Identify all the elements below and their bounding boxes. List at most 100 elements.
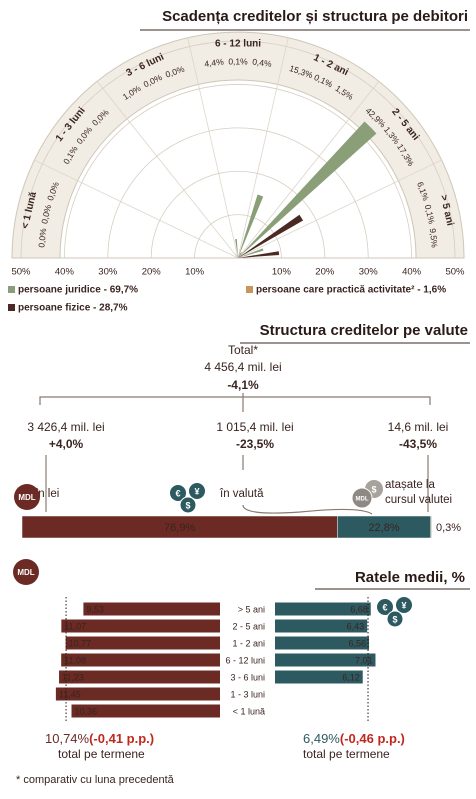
- legend-swatch: [246, 286, 253, 293]
- grid-line: [20, 40, 456, 259]
- series-label: în lei: [34, 488, 59, 500]
- bar: [83, 602, 220, 616]
- category-label: 2 - 5 ani: [232, 621, 265, 631]
- value-label: 6,43: [347, 621, 365, 631]
- bar: [55, 687, 221, 701]
- category-label: 6 - 12 luni: [225, 655, 265, 665]
- sector-divider: [34, 159, 239, 259]
- label-line: atașate la: [385, 479, 438, 491]
- value-label: 0,0%: [39, 203, 53, 225]
- wedge: [238, 252, 242, 258]
- r-tick-label: 30%: [98, 267, 118, 278]
- value-label: 0,3%: [436, 522, 461, 534]
- value-label: 10,77: [69, 638, 92, 648]
- r-tick-label: 40%: [55, 267, 75, 278]
- bar: [61, 619, 220, 633]
- total-change: (-0,46 p.p.): [340, 731, 405, 746]
- icon-mdl: MDL: [13, 559, 39, 585]
- grid-line: [194, 214, 282, 259]
- series-label: atașate la cursul valutei: [385, 479, 452, 506]
- total-label: Total*: [228, 343, 258, 357]
- branch-amount: 1 015,4 mil. lei: [216, 420, 293, 434]
- r-tick-label: 50%: [11, 267, 31, 278]
- value-label: 6,56: [348, 638, 366, 648]
- value-label: 22,8%: [368, 522, 399, 534]
- wedge: [235, 254, 238, 258]
- chart-title: Scadența creditelor și structura pe debi…: [162, 8, 468, 25]
- total-amount: 4 456,4 mil. lei: [204, 360, 281, 374]
- r-tick-label: 40%: [402, 267, 422, 278]
- category-label: 1 - 3 luni: [230, 689, 265, 699]
- total-value: 6,49%: [303, 731, 340, 746]
- value-label: 7,01: [355, 655, 373, 665]
- legend-swatch: [8, 304, 15, 311]
- legend-label: persoane fizice - 28,7%: [18, 303, 128, 314]
- value-label: 4,4%: [204, 57, 225, 69]
- icon-text: MDL: [17, 568, 34, 577]
- chart-title: Structura creditelor pe valute: [260, 322, 468, 339]
- category-label: 3 - 6 luni: [230, 672, 265, 682]
- r-tick-label: 10%: [185, 267, 205, 278]
- label-line: cursul valutei: [385, 494, 452, 506]
- icon-pegged: $ MDL: [351, 480, 383, 509]
- icon-text: €: [382, 602, 387, 612]
- value-label: 11,07: [64, 621, 86, 631]
- r-tick-label: 10%: [272, 267, 292, 278]
- legend-label: persoane juridice - 69,7%: [18, 285, 138, 296]
- sector-divider: [237, 37, 289, 259]
- total-value: 10,74%: [45, 731, 90, 746]
- icon-text: $: [185, 500, 190, 510]
- value-label: 9,53: [86, 604, 104, 614]
- wedge: [238, 121, 377, 258]
- r-tick-label: 20%: [315, 267, 335, 278]
- total-change: -4,1%: [227, 378, 259, 392]
- grid-line: [107, 127, 369, 259]
- value-label: 9,5%: [428, 228, 440, 249]
- r-tick-label: 50%: [445, 267, 465, 278]
- chart-title: Ratele medii, %: [355, 569, 465, 586]
- value-label: 0,4%: [252, 57, 273, 69]
- bar-segment: [430, 515, 433, 539]
- series-label: în valută: [219, 488, 264, 500]
- category-label: > 5 ani: [238, 604, 265, 614]
- value-label: 11,45: [59, 689, 81, 699]
- value-label: 6,68: [350, 604, 368, 614]
- sector-divider: [96, 81, 239, 259]
- value-label: 10,36: [75, 706, 98, 716]
- bar: [59, 670, 220, 684]
- icon-mdl: MDL: [14, 484, 40, 510]
- branch-change: -23,5%: [236, 437, 274, 451]
- tree-lines: [39, 393, 431, 515]
- stacked-bar-chart: Total* 4 456,4 mil. lei -4,1% 3 426,4 mil. …: [21, 343, 461, 539]
- icon-currency: € ¥ $: [377, 597, 412, 628]
- icon-text: €: [175, 488, 180, 498]
- total-caption: total pe termene: [303, 747, 390, 761]
- legend-label: persoane care practică activitate² - 1,6…: [256, 285, 446, 296]
- icon-currency: € ¥ $: [170, 483, 205, 514]
- wedge: [238, 251, 280, 258]
- icon-text: MDL: [356, 497, 369, 503]
- wedge: [238, 214, 304, 258]
- bar: [61, 653, 220, 667]
- icon-text: ¥: [401, 600, 406, 610]
- wedge: [238, 254, 243, 258]
- icon-text: $: [392, 614, 397, 624]
- r-tick-label: 30%: [359, 267, 379, 278]
- value-label: 11,08: [64, 655, 86, 665]
- rates-chart: > 5 ani 2 - 5 ani 1 - 2 ani 6 - 12 luni 3 - …: [45, 597, 405, 761]
- value-label: 0,1%: [423, 204, 437, 226]
- total-change: (-0,41 p.p.): [89, 731, 154, 746]
- legend-swatch: [8, 286, 15, 293]
- total-caption: total pe termene: [58, 747, 145, 761]
- branch-amount: 14,6 mil. lei: [388, 420, 449, 434]
- icon-text: MDL: [18, 493, 35, 502]
- value-label: 76,9%: [164, 522, 195, 534]
- polar-chart: 10% 10%20% 20%30% 30%40% 40%50% 50%< 1 lună0,…: [8, 31, 465, 314]
- value-label: 0,0%: [36, 227, 48, 248]
- wedge: [238, 248, 264, 258]
- grid-line: [150, 170, 326, 259]
- branch-amount: 3 426,4 mil. lei: [27, 420, 104, 434]
- branch-change: -43,5%: [399, 437, 437, 451]
- value-label: 0,1%: [228, 56, 248, 66]
